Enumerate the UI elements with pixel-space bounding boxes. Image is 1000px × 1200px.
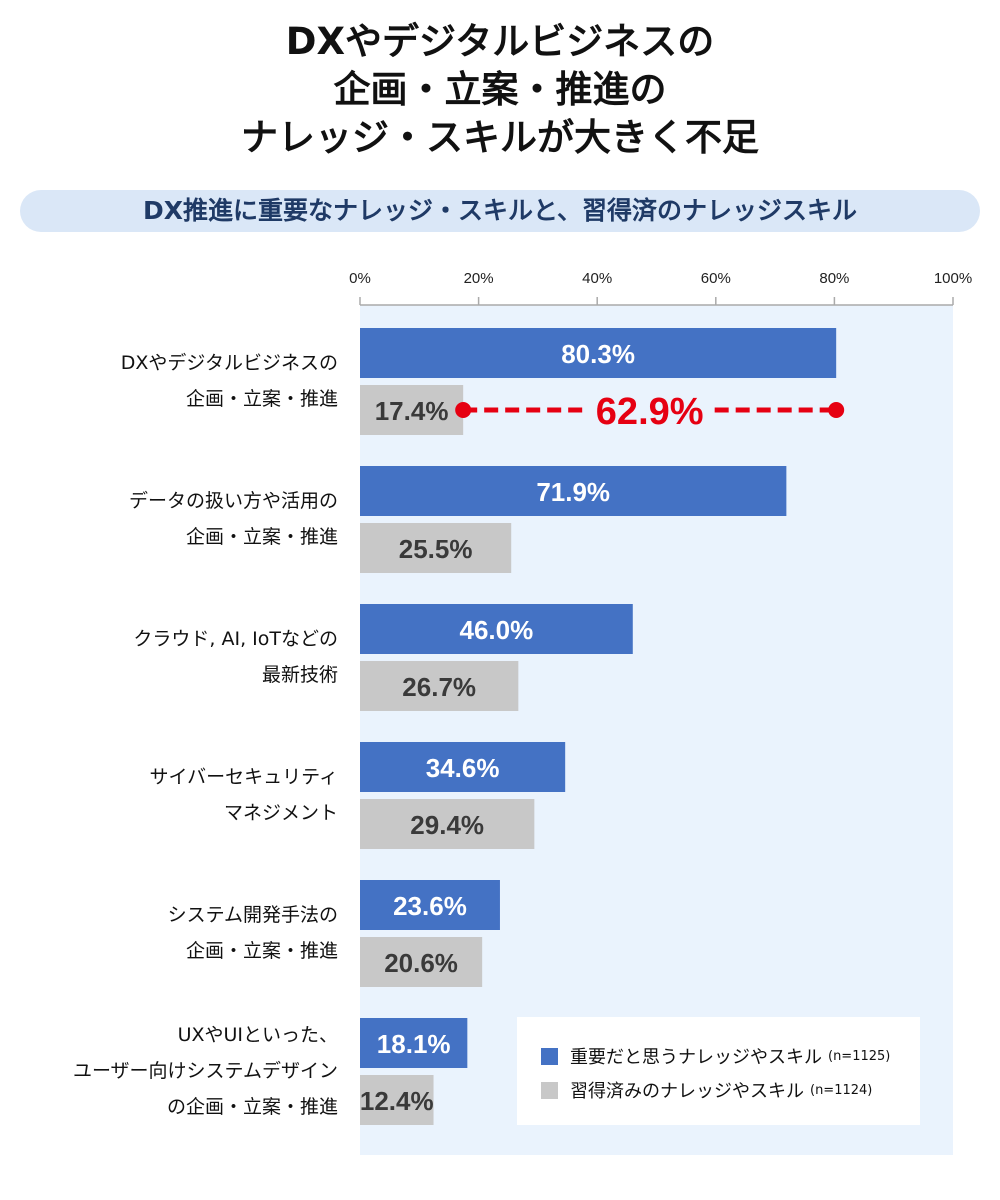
bar-value-label: 34.6%	[426, 753, 500, 783]
chart-title: DXやデジタルビジネスの 企画・立案・推進の ナレッジ・スキルが大きく不足	[0, 18, 1000, 162]
category-label-line: システム開発手法の	[167, 904, 338, 926]
bar-acquired	[360, 937, 483, 987]
bar-value-label: 26.7%	[402, 672, 476, 702]
legend-n: (n=1125)	[828, 1048, 891, 1064]
category-label-line: DXやデジタルビジネスの	[120, 352, 338, 374]
category-label: DXやデジタルビジネスの企画・立案・推進	[121, 345, 338, 417]
bar-value-label: 17.4%	[375, 396, 449, 426]
category-label-line: 最新技術	[261, 664, 338, 686]
category-label: データの扱い方や活用の企画・立案・推進	[129, 483, 338, 555]
bar-important	[360, 742, 566, 792]
gap-endpoint-dot	[828, 402, 845, 418]
x-tick-label: 100%	[934, 270, 972, 287]
legend-label: 習得済みのナレッジやスキル	[570, 1081, 804, 1102]
category-label: クラウド, AI, IoTなどの最新技術	[133, 621, 338, 693]
bar-important	[360, 328, 837, 378]
bar-value-label: 29.4%	[410, 810, 484, 840]
gap-annotation-label: 62.9%	[596, 391, 704, 433]
bar-acquired	[360, 661, 519, 711]
bar-acquired	[360, 799, 535, 849]
x-tick-label: 60%	[701, 270, 731, 287]
category-label-line: 企画・立案・推進	[185, 388, 338, 410]
title-line: ナレッジ・スキルが大きく不足	[241, 116, 759, 159]
category-label-line: 企画・立案・推進	[185, 526, 338, 548]
title-line: DXやデジタルビジネスの	[285, 20, 715, 63]
bar-value-label: 23.6%	[393, 891, 467, 921]
x-tick-label: 20%	[464, 270, 494, 287]
category-label-line: マネジメント	[223, 802, 338, 824]
bar-value-label: 12.4%	[360, 1086, 434, 1116]
chart-subtitle: DX推進に重要なナレッジ・スキルと、習得済のナレッジスキル	[20, 190, 980, 232]
x-tick-label: 0%	[349, 270, 371, 287]
legend-n: (n=1124)	[810, 1082, 873, 1098]
bar-acquired	[360, 523, 512, 573]
category-label-line: ユーザー向けシステムデザイン	[72, 1060, 338, 1082]
gap-endpoint-dot	[455, 402, 472, 418]
x-tick-label: 40%	[582, 270, 612, 287]
legend: 重要だと思うナレッジやスキル (n=1125) 習得済みのナレッジやスキル (n…	[517, 1017, 920, 1125]
category-label-line: サイバーセキュリティ	[149, 766, 338, 788]
bar-value-label: 18.1%	[377, 1029, 451, 1059]
legend-swatch-blue	[541, 1047, 558, 1065]
bar-value-label: 20.6%	[384, 948, 458, 978]
bar-acquired	[360, 1075, 434, 1125]
category-label: UXやUIといった、ユーザー向けシステムデザインの企画・立案・推進	[73, 1017, 338, 1125]
legend-label: 重要だと思うナレッジやスキル	[570, 1047, 822, 1068]
category-label-line: の企画・立案・推進	[166, 1096, 338, 1118]
bar-value-label: 80.3%	[561, 339, 635, 369]
legend-swatch-gray	[541, 1081, 558, 1099]
bar-important	[360, 604, 633, 654]
category-label-line: データの扱い方や活用の	[128, 490, 338, 512]
title-line: 企画・立案・推進の	[333, 68, 667, 111]
bar-important	[360, 880, 500, 930]
legend-item-acquired: 習得済みのナレッジやスキル (n=1124)	[541, 1077, 872, 1103]
legend-item-important: 重要だと思うナレッジやスキル (n=1125)	[541, 1043, 890, 1069]
category-label-line: 企画・立案・推進	[185, 940, 338, 962]
bar-important	[360, 466, 787, 516]
x-tick-label: 80%	[819, 270, 849, 287]
bar-value-label: 25.5%	[399, 534, 473, 564]
bar-value-label: 71.9%	[536, 477, 610, 507]
plot-background	[360, 305, 953, 1155]
bar-value-label: 46.0%	[460, 615, 534, 645]
bar-acquired	[360, 385, 464, 435]
category-label: システム開発手法の企画・立案・推進	[168, 897, 338, 969]
category-label-line: UXやUIといった、	[177, 1024, 338, 1046]
category-label-line: クラウド, AI, IoTなどの	[133, 628, 338, 650]
bar-important	[360, 1018, 468, 1068]
category-label: サイバーセキュリティマネジメント	[150, 759, 338, 831]
